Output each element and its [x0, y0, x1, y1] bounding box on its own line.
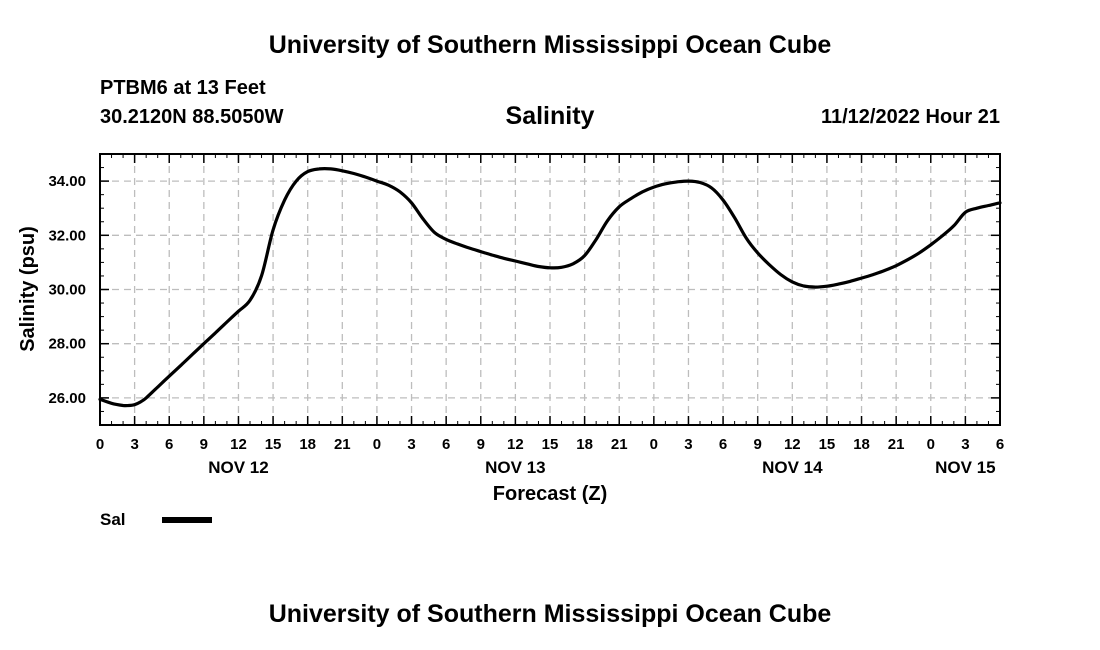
- y-tick-label: 26.00: [48, 390, 86, 407]
- y-tick-label: 32.00: [48, 227, 86, 244]
- x-tick-label: 0: [373, 436, 381, 453]
- x-tick-label: 0: [650, 436, 658, 453]
- coordinates-label: 30.2120N 88.5050W: [100, 106, 284, 128]
- x-tick-label: 3: [961, 436, 969, 453]
- x-tick-label: 15: [819, 436, 836, 453]
- series-line-sal: [98, 167, 1002, 408]
- x-tick-label: 9: [200, 436, 208, 453]
- x-tick-label: 15: [265, 436, 282, 453]
- x-tick-label: 18: [853, 436, 870, 453]
- page-title: University of Southern Mississippi Ocean…: [268, 31, 832, 59]
- x-tick-label: 21: [888, 436, 905, 453]
- x-tick-label: 3: [684, 436, 692, 453]
- x-tick-label: 21: [334, 436, 351, 453]
- x-tick-label: 18: [299, 436, 316, 453]
- x-tick-label: 3: [130, 436, 138, 453]
- x-tick-label: 0: [927, 436, 935, 453]
- series-layer: [98, 167, 1002, 408]
- x-tick-label: 21: [611, 436, 628, 453]
- station-label: PTBM6 at 13 Feet: [100, 77, 266, 99]
- x-tick-label: 6: [719, 436, 727, 453]
- x-tick-label: 6: [165, 436, 173, 453]
- x-tick-label: 0: [96, 436, 104, 453]
- plot-frame: [99, 153, 1001, 426]
- timestamp-label: 11/12/2022 Hour 21: [820, 106, 1000, 128]
- y-tick-label: 30.00: [48, 282, 86, 299]
- date-label: NOV 13: [485, 458, 545, 477]
- chart-title: Salinity: [505, 102, 595, 130]
- y-axis-label: Salinity (psu): [17, 226, 39, 352]
- x-tick-label: 12: [507, 436, 524, 453]
- legend-line-swatch: [162, 517, 212, 523]
- grid: [100, 154, 1000, 425]
- legend-label: Sal: [100, 510, 126, 529]
- y-tick-label: 28.00: [48, 336, 86, 353]
- x-tick-label: 12: [230, 436, 247, 453]
- date-label: NOV 14: [762, 458, 823, 477]
- x-tick-label: 3: [407, 436, 415, 453]
- date-label: NOV 15: [935, 458, 995, 477]
- axes: 0 3 6 9 12 15 18 21 0 3 6 9 12 15 18 21 0 3 6 9 12 15 18 21 0 3 6N…: [48, 153, 1004, 477]
- footer-title: University of Southern Mississippi Ocean…: [268, 600, 832, 628]
- x-tick-label: 9: [477, 436, 485, 453]
- x-tick-label: 6: [996, 436, 1004, 453]
- x-tick-label: 15: [542, 436, 559, 453]
- x-tick-label: 12: [784, 436, 801, 453]
- x-tick-label: 9: [754, 436, 762, 453]
- x-tick-label: 6: [442, 436, 450, 453]
- x-axis-label: Forecast (Z): [493, 483, 607, 505]
- y-tick-label: 34.00: [48, 173, 86, 190]
- date-label: NOV 12: [208, 458, 268, 477]
- x-tick-label: 18: [576, 436, 593, 453]
